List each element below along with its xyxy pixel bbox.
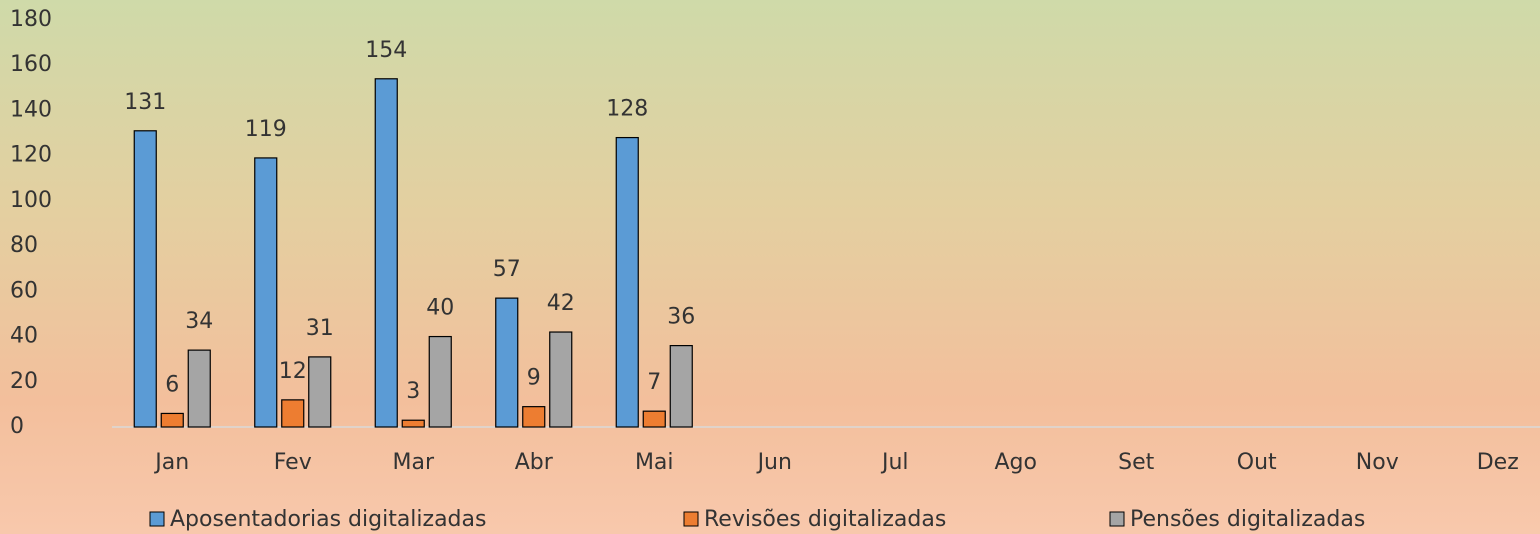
data-label: 31	[306, 316, 334, 341]
x-tick-label: Fev	[274, 450, 312, 475]
y-tick-label: 140	[10, 97, 52, 122]
bar	[549, 331, 573, 428]
y-tick-label: 40	[10, 324, 38, 349]
x-tick-label: Jul	[880, 450, 909, 475]
x-tick-label: Ago	[995, 450, 1037, 475]
x-tick-label: Abr	[515, 450, 554, 475]
data-label: 154	[365, 38, 407, 63]
data-label: 7	[647, 370, 661, 395]
bar	[160, 412, 184, 428]
y-tick-label: 120	[10, 143, 52, 168]
y-tick-label: 80	[10, 233, 38, 258]
data-label: 57	[493, 257, 521, 282]
x-tick-label: Mar	[392, 450, 434, 475]
bar	[495, 297, 519, 428]
bar	[428, 335, 452, 428]
bar	[254, 157, 278, 428]
legend-label: Revisões digitalizadas	[704, 507, 946, 532]
bar	[669, 345, 693, 428]
bar	[522, 406, 546, 428]
bar	[374, 78, 398, 428]
legend-label: Aposentadorias digitalizadas	[170, 507, 486, 532]
data-label: 40	[426, 296, 454, 321]
legend-swatch	[1109, 511, 1125, 527]
bar	[187, 349, 211, 428]
y-tick-label: 60	[10, 278, 38, 303]
bar	[281, 399, 305, 428]
x-tick-label: Dez	[1477, 450, 1519, 475]
x-tick-label: Jun	[756, 450, 792, 475]
x-tick-label: Set	[1118, 450, 1155, 475]
data-label: 36	[667, 305, 695, 330]
data-label: 12	[279, 359, 307, 384]
data-label: 3	[406, 379, 420, 404]
bar	[401, 419, 425, 428]
data-label: 128	[606, 97, 648, 122]
bar	[615, 136, 639, 428]
legend-swatch	[149, 511, 165, 527]
x-tick-label: Mai	[635, 450, 674, 475]
x-tick-label: Out	[1237, 450, 1277, 475]
y-tick-label: 180	[10, 7, 52, 32]
data-label: 6	[165, 372, 179, 397]
y-tick-label: 160	[10, 52, 52, 77]
legend-swatch	[683, 511, 699, 527]
bar	[133, 130, 157, 428]
data-label: 119	[245, 117, 287, 142]
x-tick-label: Nov	[1356, 450, 1399, 475]
data-label: 34	[185, 309, 213, 334]
legend-label: Pensões digitalizadas	[1130, 507, 1365, 532]
data-label: 131	[124, 90, 166, 115]
bar	[642, 410, 666, 428]
y-tick-label: 0	[10, 414, 24, 439]
bar	[308, 356, 332, 428]
data-label: 9	[527, 366, 541, 391]
y-tick-label: 20	[10, 369, 38, 394]
data-label: 42	[547, 291, 575, 316]
x-tick-label: Jan	[153, 450, 189, 475]
y-tick-label: 100	[10, 188, 52, 213]
